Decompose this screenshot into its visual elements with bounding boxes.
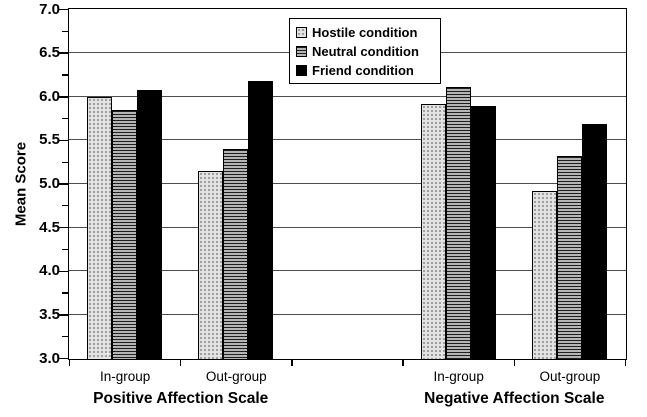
legend-item-neutral: Neutral condition	[296, 42, 435, 61]
x-axis-tick	[291, 360, 293, 366]
gridline	[69, 139, 626, 141]
bar-friend	[470, 105, 496, 359]
y-major-tick	[59, 8, 68, 11]
y-minor-tick	[62, 117, 68, 120]
y-major-tick	[59, 52, 68, 54]
y-minor-tick	[62, 248, 68, 251]
bar-friend	[581, 124, 607, 359]
x-axis-tick	[513, 360, 516, 366]
x-axis-tick	[179, 360, 182, 366]
y-minor-tick	[62, 30, 68, 32]
y-tick-label: 3.5	[39, 305, 60, 323]
y-tick-label: 6.5	[39, 44, 60, 62]
bar-hostile	[531, 191, 557, 359]
y-minor-tick	[62, 161, 68, 163]
y-tick-label: 7.0	[39, 0, 60, 18]
bar-neutral	[112, 110, 138, 359]
bar-friend	[248, 80, 274, 359]
bar-hostile	[87, 97, 113, 359]
y-tick-label: 4.5	[39, 218, 60, 236]
y-tick-label: 3.0	[39, 349, 60, 367]
gridline	[69, 95, 626, 97]
axis-group-label-positive: Positive Affection Scale	[93, 390, 269, 407]
legend-item-friend: Friend condition	[296, 61, 435, 80]
gridline	[69, 183, 626, 184]
gridline	[69, 226, 626, 228]
y-minor-tick	[62, 292, 68, 294]
legend-label-hostile: Hostile condition	[312, 25, 418, 40]
x-category-label: In-group	[433, 369, 484, 384]
y-major-tick	[59, 270, 68, 272]
y-major-tick	[59, 314, 68, 316]
bar-neutral	[556, 155, 582, 359]
neutral-swatch-icon	[296, 46, 307, 57]
axis-group-label-negative: Negative Affection Scale	[424, 390, 605, 407]
legend-item-hostile: Hostile condition	[296, 23, 435, 42]
friend-swatch-icon	[296, 65, 307, 76]
x-axis-tick	[402, 360, 404, 366]
y-major-tick	[59, 139, 68, 142]
bar-neutral	[445, 86, 471, 359]
legend-label-friend: Friend condition	[312, 63, 414, 78]
bar-neutral	[223, 148, 249, 359]
y-major-tick	[59, 226, 68, 229]
y-minor-tick	[62, 336, 68, 338]
x-category-label: Out-group	[539, 369, 601, 384]
gridline	[69, 313, 626, 315]
legend: Hostile condition Neutral condition Frie…	[289, 18, 441, 84]
bar-hostile	[198, 171, 224, 359]
x-axis-tick	[624, 360, 627, 366]
bar-friend	[137, 90, 163, 359]
y-major-tick	[59, 183, 68, 185]
y-major-tick	[59, 96, 68, 98]
y-tick-label: 5.0	[39, 175, 60, 192]
plot-area: Hostile condition Neutral condition Frie…	[68, 8, 627, 360]
y-tick-label: 6.0	[39, 87, 60, 105]
hostile-swatch-icon	[296, 27, 307, 38]
bar-hostile	[420, 104, 446, 359]
legend-label-neutral: Neutral condition	[312, 44, 419, 59]
y-tick-label: 5.5	[39, 131, 60, 149]
y-minor-tick	[62, 74, 68, 76]
y-major-tick	[59, 357, 68, 360]
gridline	[69, 270, 626, 272]
x-category-label: In-group	[99, 369, 151, 384]
y-tick-label: 4.0	[39, 262, 60, 280]
y-minor-tick	[62, 205, 68, 207]
x-axis-tick	[68, 360, 71, 366]
x-category-label: Out-group	[205, 369, 267, 384]
